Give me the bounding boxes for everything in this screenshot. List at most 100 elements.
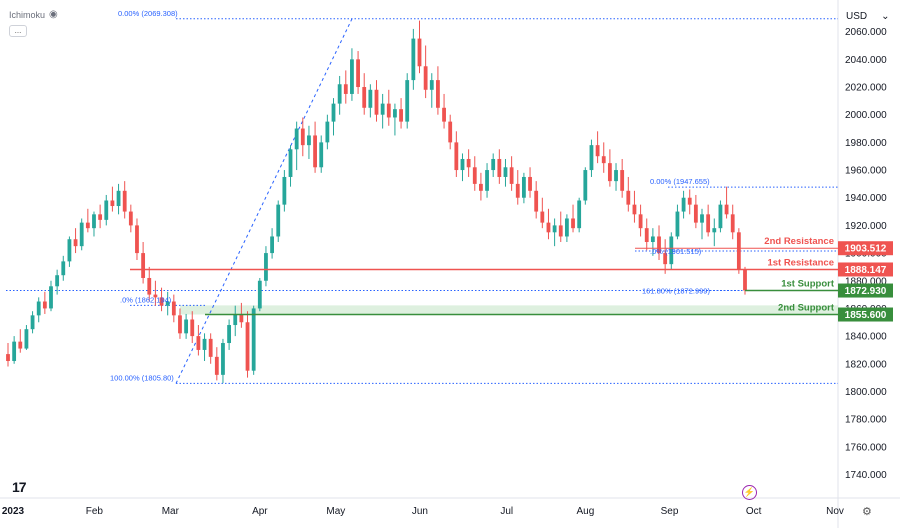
candle-body[interactable] [681,197,686,212]
candle-body[interactable] [595,145,600,157]
candle-body[interactable] [98,214,103,220]
candle-body[interactable] [546,222,551,233]
candle-body[interactable] [405,80,410,122]
candle-body[interactable] [724,204,729,215]
candle-body[interactable] [466,158,471,168]
candle-body[interactable] [577,200,582,229]
candle-body[interactable] [239,313,244,323]
candle-body[interactable] [448,121,453,143]
candle-body[interactable] [343,84,348,94]
candle-body[interactable] [675,211,680,237]
candle-body[interactable] [319,142,324,168]
candle-body[interactable] [442,107,446,122]
candle-body[interactable] [730,214,735,233]
candle-body[interactable] [429,80,434,90]
candle-body[interactable] [423,66,428,90]
candle-body[interactable] [534,190,539,212]
candle-body[interactable] [380,103,385,115]
candle-body[interactable] [42,301,47,309]
candle-body[interactable] [657,236,661,254]
candle-body[interactable] [386,103,391,118]
candle-body[interactable] [669,236,674,265]
candle-body[interactable] [337,84,342,104]
candle-body[interactable] [67,239,72,262]
candle-body[interactable] [24,329,29,349]
candle-body[interactable] [601,156,606,164]
candle-body[interactable] [85,222,90,229]
candle-body[interactable] [528,176,532,191]
settings-icon[interactable]: ⚙ [862,506,872,518]
candle-body[interactable] [472,167,477,184]
candle-body[interactable] [128,211,133,226]
candle-body[interactable] [399,109,403,122]
candle-body[interactable] [374,89,379,115]
candle-body[interactable] [110,200,115,207]
candle-body[interactable] [92,214,96,229]
candle-body[interactable] [214,356,219,375]
candle-body[interactable] [227,325,232,344]
candle-body[interactable] [184,319,189,334]
candle-body[interactable] [644,228,649,243]
candle-body[interactable] [282,176,287,205]
candle-body[interactable] [178,315,182,334]
candle-body[interactable] [411,38,416,81]
candle-body[interactable] [264,253,268,281]
candle-body[interactable] [552,225,557,233]
candle-body[interactable] [460,158,465,171]
candle-body[interactable] [718,204,723,229]
candle-body[interactable] [245,322,250,371]
candle-body[interactable] [626,190,631,205]
candle-body[interactable] [479,183,483,191]
candle-body[interactable] [294,128,299,150]
candle-body[interactable] [116,190,121,207]
candle-body[interactable] [313,135,317,168]
candle-body[interactable] [104,200,109,220]
candle-body[interactable] [706,214,711,233]
candle-body[interactable] [190,319,195,337]
candle-body[interactable] [521,176,526,198]
candle-body[interactable] [632,204,637,215]
candle-body[interactable] [503,167,508,177]
candle-body[interactable] [73,239,78,247]
candle-body[interactable] [454,142,459,171]
candle-body[interactable] [700,214,704,223]
candle-body[interactable] [221,343,225,375]
candle-body[interactable] [540,211,545,223]
candle-body[interactable] [564,218,569,237]
candle-body[interactable] [368,89,373,108]
candle-body[interactable] [687,197,692,205]
more-options-icon[interactable]: ... [9,25,27,37]
candle-body[interactable] [485,170,489,191]
candle-body[interactable] [743,269,747,291]
candle-body[interactable] [491,158,496,171]
eye-icon[interactable]: ◉ [49,9,58,20]
candle-body[interactable] [515,183,520,198]
candle-body[interactable] [693,204,698,223]
candle-body[interactable] [356,59,360,88]
candle-body[interactable] [331,103,336,122]
indicator-legend[interactable]: Ichimoku ◉ [9,9,58,20]
candle-body[interactable] [571,218,575,229]
currency-selector[interactable]: USD ⌄ [846,11,890,22]
candle-body[interactable] [288,149,293,177]
candle-body[interactable] [417,38,422,67]
candle-body[interactable] [165,301,170,306]
candle-body[interactable] [6,354,10,362]
candle-body[interactable] [257,280,262,309]
candle-body[interactable] [171,301,176,316]
candle-body[interactable] [300,128,305,146]
candle-body[interactable] [12,341,17,362]
candle-body[interactable] [589,145,594,171]
candle-body[interactable] [436,80,440,108]
candle-body[interactable] [79,222,84,247]
candle-body[interactable] [583,170,588,201]
candle-body[interactable] [307,135,311,146]
candle-body[interactable] [350,59,354,94]
candle-body[interactable] [251,308,256,371]
candle-body[interactable] [61,261,66,276]
candle-body[interactable] [497,158,502,177]
candle-body[interactable] [712,228,717,233]
candle-body[interactable] [141,253,146,278]
candle-body[interactable] [202,338,207,350]
